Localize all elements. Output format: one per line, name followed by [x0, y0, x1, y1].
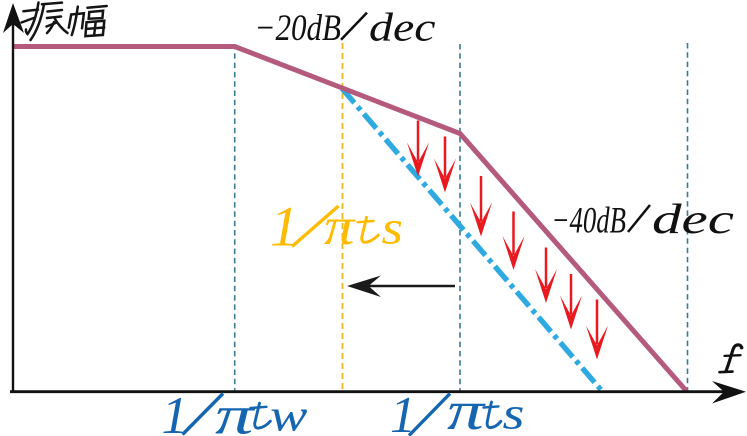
svg-text:π: π	[447, 380, 486, 436]
svg-text:dec: dec	[652, 197, 734, 243]
svg-text:s: s	[382, 202, 404, 255]
svg-text:−20dB: −20dB	[255, 8, 342, 49]
svg-text:1: 1	[270, 196, 299, 259]
svg-text:s: s	[503, 388, 525, 436]
svg-text:π: π	[324, 198, 356, 256]
svg-text:−40dB: −40dB	[552, 201, 627, 242]
svg-text:1: 1	[162, 387, 189, 436]
svg-text:w: w	[270, 390, 308, 436]
svg-text:π: π	[215, 385, 256, 436]
svg-text:1: 1	[390, 387, 416, 436]
svg-text:dec: dec	[369, 5, 436, 50]
